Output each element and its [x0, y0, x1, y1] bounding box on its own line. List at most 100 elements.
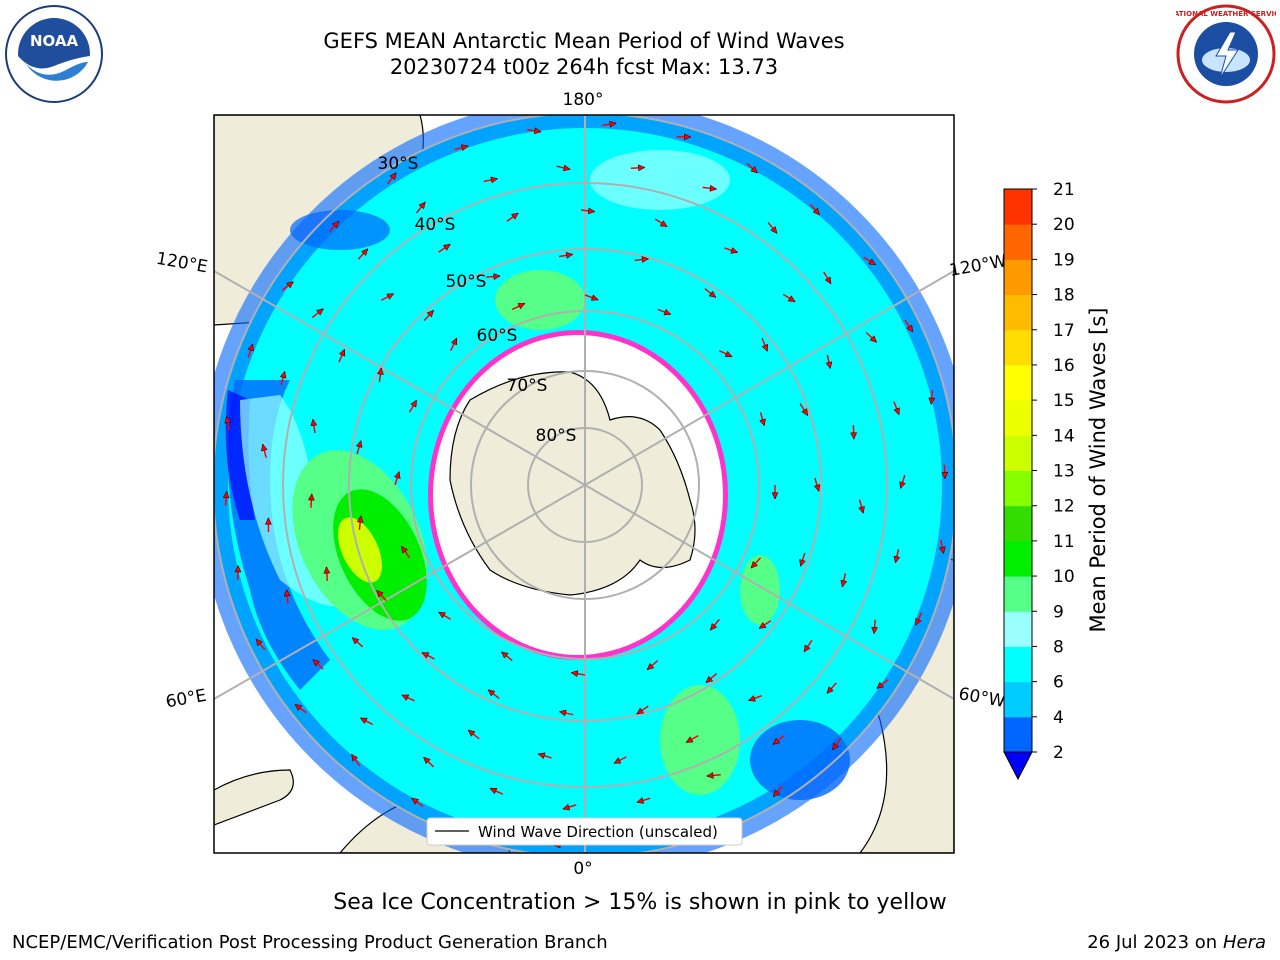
wave-direction-arrowhead — [316, 308, 324, 316]
wave-direction-arrowhead — [389, 172, 397, 181]
wave-direction-arrowhead — [708, 290, 717, 298]
wave-direction-arrowhead — [709, 184, 718, 192]
wave-direction-arrowhead — [772, 737, 781, 745]
wave-direction-arrowhead — [401, 545, 409, 554]
wave-direction-arrowhead — [467, 729, 476, 737]
wave-direction-arrowhead — [490, 176, 499, 184]
wave-direction-arrowhead — [294, 704, 303, 712]
footer-date: 26 Jul 2023 on Hera — [1087, 932, 1266, 953]
colorbar-tick-label: 8 — [1053, 637, 1064, 657]
antarctica-land — [449, 371, 696, 596]
lon-label-120e: 120°E — [155, 249, 209, 278]
colorbar-segment — [1004, 716, 1032, 753]
colorbar-tick-label: 15 — [1053, 391, 1075, 411]
wave-direction-arrowhead — [565, 251, 574, 259]
wave-direction-arrowhead — [663, 308, 672, 316]
colorbar-segment — [1004, 364, 1032, 401]
wave-direction-arrowhead — [351, 637, 360, 645]
wave-direction-arrowhead — [401, 694, 410, 701]
wave-direction-arrowhead — [386, 293, 395, 300]
lon-label-0: 0° — [573, 859, 592, 879]
wave-direction-arrowhead — [915, 617, 922, 626]
wave-direction-arrowhead — [410, 399, 417, 408]
wave-direction-arrowhead — [758, 621, 767, 629]
lon-label-60w: 60°W — [957, 684, 1007, 712]
madagascar-land — [214, 769, 294, 826]
wave-direction-arrowhead — [684, 133, 692, 141]
colorbar-tick-label: 6 — [1053, 673, 1064, 693]
wave-direction-arrowhead — [799, 559, 806, 567]
wave-direction-arrowhead — [724, 350, 733, 357]
colorbar-tick-label: 4 — [1053, 708, 1064, 728]
lon-label-60e: 60°E — [164, 686, 208, 713]
wave-direction-arrowhead — [832, 742, 840, 751]
wave-direction-arrowhead — [255, 638, 263, 647]
colorbar-segment — [1004, 224, 1032, 260]
wave-direction-arrowhead — [224, 415, 232, 424]
wave-direction-arrowhead — [787, 295, 796, 302]
colorbar: 21 20 19 18 17 16 15 14 13 12 11 10 9 8 6 4 2 — [1003, 180, 1075, 781]
wave-direction-arrowhead — [871, 626, 879, 635]
wave-direction-arrowhead — [310, 418, 318, 427]
wave-direction-arrowhead — [824, 276, 832, 285]
lat-label-60s: 60°S — [477, 326, 518, 346]
colorbar-segment — [1004, 576, 1032, 612]
wave-direction-arrowhead — [590, 294, 599, 301]
wave-direction-arrowhead — [421, 652, 430, 659]
wave-direction-arrowhead — [770, 226, 778, 234]
wave-direction-arrowhead — [840, 579, 848, 588]
wave-direction-arrowhead — [411, 797, 420, 805]
colorbar-tick-label: 20 — [1053, 215, 1075, 235]
wave-direction-arrowhead — [537, 752, 546, 760]
wave-direction-arrowhead — [705, 675, 714, 683]
wave-direction-arrowhead — [646, 662, 655, 671]
wave-direction-arrowhead — [928, 397, 936, 405]
colorbar-tick-label: 11 — [1053, 532, 1075, 552]
wave-direction-arrowhead — [323, 566, 331, 574]
wave-direction-arrowhead — [772, 789, 781, 798]
colorbar-tick-label: 17 — [1053, 321, 1075, 341]
wave-direction-arrowhead — [359, 717, 368, 725]
wave-direction-arrowhead — [312, 659, 321, 667]
wave-direction-arrowhead — [264, 517, 272, 525]
wave-direction-arrowhead — [286, 281, 294, 289]
wave-direction-arrowhead — [351, 753, 359, 762]
wave-direction-arrowhead — [710, 622, 718, 631]
wave-direction-arrowhead — [638, 164, 646, 172]
wave-direction-arrowhead — [812, 207, 820, 216]
wave-direction-arrowhead — [761, 343, 769, 352]
lon-label-180: 180° — [563, 90, 604, 110]
wave-direction-arrowhead — [609, 120, 617, 128]
wave-direction-arrowhead — [331, 220, 340, 229]
wave-direction-arrowhead — [493, 273, 501, 281]
wave-direction-arrowhead — [893, 407, 900, 416]
map-panel — [214, 115, 954, 853]
colorbar-segment — [1004, 505, 1032, 542]
colorbar-segment — [1004, 329, 1032, 366]
colorbar-segment — [1004, 259, 1032, 296]
colorbar-tick-label: 13 — [1053, 462, 1075, 482]
wave-direction-arrowhead — [747, 695, 756, 702]
wave-direction-arrowhead — [247, 343, 254, 352]
lat-label-40s: 40°S — [415, 215, 456, 235]
wave-direction-arrowhead — [587, 207, 596, 215]
noaa-logo: NOAA — [5, 5, 103, 103]
wave-direction-arrowhead — [730, 247, 739, 254]
colorbar-label: Mean Period of Wind Waves [s] — [1086, 308, 1110, 633]
wave-direction-arrowhead — [850, 432, 858, 440]
wave-direction-arrowhead — [534, 127, 542, 135]
wave-direction-arrowhead — [489, 787, 498, 795]
lat-label-70s: 70°S — [507, 376, 548, 396]
wave-direction-arrowhead — [801, 408, 808, 416]
colorbar-segment — [1004, 400, 1032, 436]
wave-direction-arrowhead — [260, 443, 268, 452]
wave-direction-arrowhead — [869, 335, 878, 343]
wave-direction-arrowhead — [893, 555, 901, 564]
colorbar-segment — [1004, 435, 1032, 471]
wind-wave-arrows — [222, 120, 949, 849]
noaa-logo-text: NOAA — [30, 32, 79, 50]
wave-direction-arrowhead — [356, 515, 364, 523]
wave-direction-arrowhead — [517, 303, 526, 310]
footer-host: Hera — [1222, 932, 1266, 953]
sea-ice-caption: Sea Ice Concentration > 15% is shown in … — [333, 890, 947, 915]
